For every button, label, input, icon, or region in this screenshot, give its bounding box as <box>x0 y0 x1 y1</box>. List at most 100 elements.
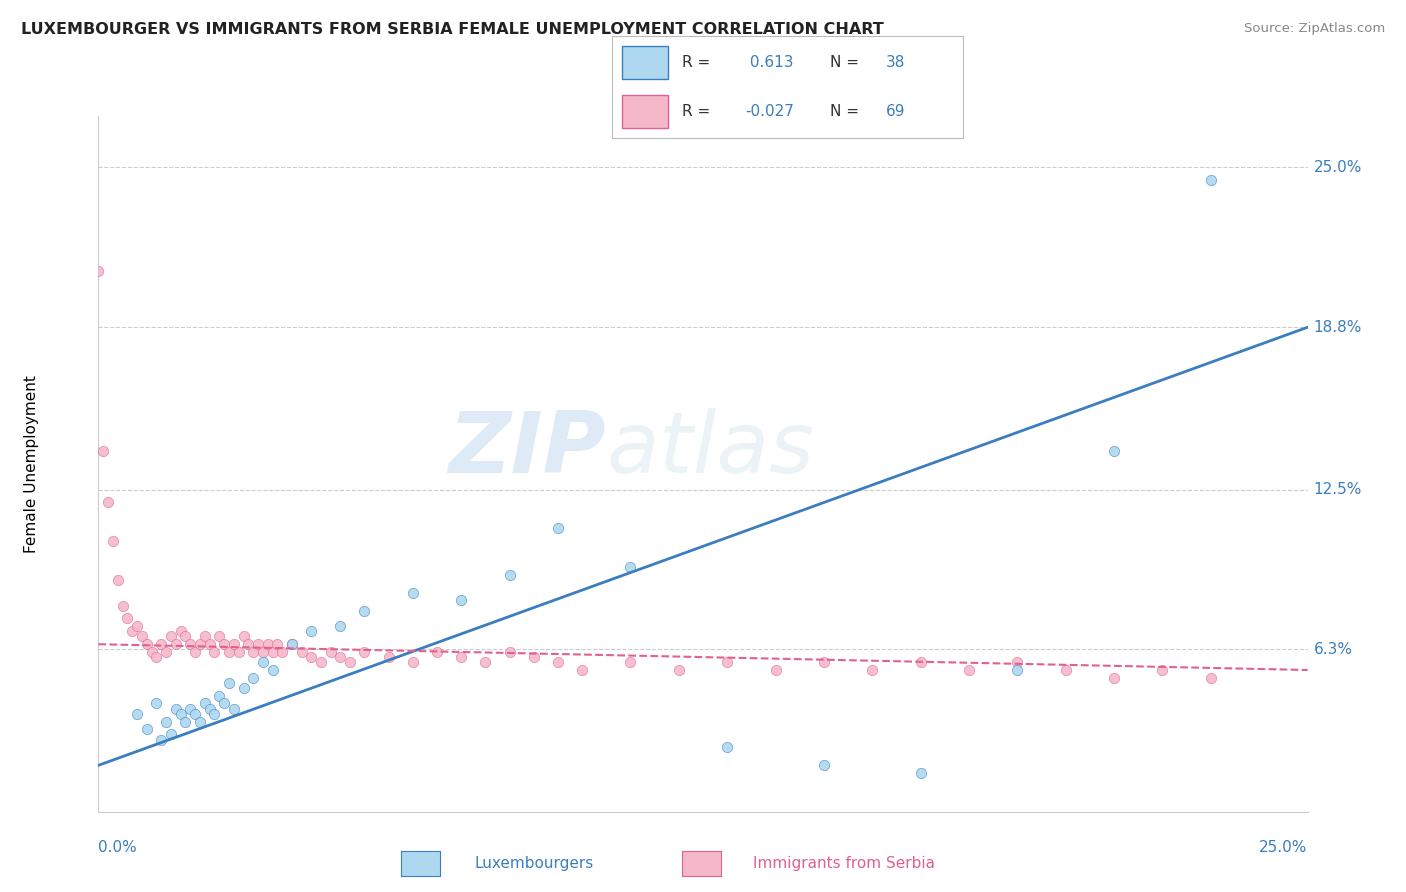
Point <box>228 645 250 659</box>
Point <box>145 697 167 711</box>
Point <box>145 650 167 665</box>
Point <box>208 689 231 703</box>
Point <box>547 655 569 669</box>
Point <box>174 714 197 729</box>
Point <box>131 630 153 644</box>
Point <box>450 593 472 607</box>
Point <box>179 637 201 651</box>
Point <box>127 619 149 633</box>
Point <box>813 655 835 669</box>
Point <box>619 560 641 574</box>
Point <box>141 645 163 659</box>
Point <box>247 637 270 651</box>
Point <box>1199 671 1222 685</box>
Text: 0.0%: 0.0% <box>98 839 138 855</box>
Point <box>160 630 183 644</box>
Point <box>716 740 738 755</box>
Point <box>668 663 690 677</box>
Point <box>309 655 332 669</box>
Point <box>252 645 274 659</box>
Point <box>299 624 322 639</box>
Point <box>111 599 134 613</box>
Point <box>212 697 235 711</box>
Point <box>1007 655 1029 669</box>
Point <box>232 630 254 644</box>
Text: 12.5%: 12.5% <box>1313 482 1362 497</box>
Point <box>1054 663 1077 677</box>
Point <box>97 495 120 509</box>
Point <box>957 663 980 677</box>
Point <box>242 645 264 659</box>
Point <box>281 637 304 651</box>
Point <box>204 706 226 721</box>
Point <box>212 637 235 651</box>
Point <box>299 650 322 665</box>
Point <box>271 645 294 659</box>
Point <box>1102 671 1125 685</box>
Point <box>135 723 157 737</box>
Point <box>179 701 201 715</box>
Point <box>198 637 221 651</box>
Point <box>218 676 240 690</box>
Point <box>165 701 187 715</box>
Point <box>194 697 217 711</box>
Point <box>121 624 143 639</box>
Point <box>155 645 177 659</box>
Point <box>184 645 207 659</box>
Point <box>184 706 207 721</box>
Point <box>910 766 932 780</box>
Point <box>1152 663 1174 677</box>
Text: 0.613: 0.613 <box>745 54 793 70</box>
Point <box>353 645 375 659</box>
Point <box>1199 173 1222 187</box>
Point <box>426 645 449 659</box>
Point <box>194 630 217 644</box>
Bar <box>621 45 668 78</box>
Point <box>266 637 288 651</box>
Point <box>1007 663 1029 677</box>
Point <box>329 619 352 633</box>
Point <box>232 681 254 695</box>
Point <box>498 567 520 582</box>
Point <box>329 650 352 665</box>
Point <box>188 714 211 729</box>
Point <box>319 645 342 659</box>
Point <box>1102 444 1125 458</box>
Point <box>188 637 211 651</box>
Point <box>262 663 284 677</box>
Point <box>450 650 472 665</box>
Point <box>339 655 361 669</box>
Point <box>117 611 139 625</box>
Text: R =: R = <box>682 104 710 120</box>
Text: atlas: atlas <box>606 409 814 491</box>
Point <box>127 706 149 721</box>
Point <box>91 444 114 458</box>
Point <box>218 645 240 659</box>
Text: -0.027: -0.027 <box>745 104 794 120</box>
Point <box>571 663 593 677</box>
Point <box>281 637 304 651</box>
Point <box>160 727 183 741</box>
Point <box>619 655 641 669</box>
Point <box>547 521 569 535</box>
Point <box>169 706 191 721</box>
Point <box>169 624 191 639</box>
Point <box>256 637 278 651</box>
Point <box>238 637 260 651</box>
Text: 25.0%: 25.0% <box>1313 160 1362 175</box>
Point <box>402 585 425 599</box>
Text: R =: R = <box>682 54 710 70</box>
Point <box>765 663 787 677</box>
Point <box>252 655 274 669</box>
Point <box>174 630 197 644</box>
Point <box>353 604 375 618</box>
Point <box>165 637 187 651</box>
Point <box>198 701 221 715</box>
Point <box>498 645 520 659</box>
Point <box>150 732 173 747</box>
Point <box>204 645 226 659</box>
Point <box>155 714 177 729</box>
Point <box>222 701 245 715</box>
Text: Source: ZipAtlas.com: Source: ZipAtlas.com <box>1244 22 1385 36</box>
Point <box>242 671 264 685</box>
